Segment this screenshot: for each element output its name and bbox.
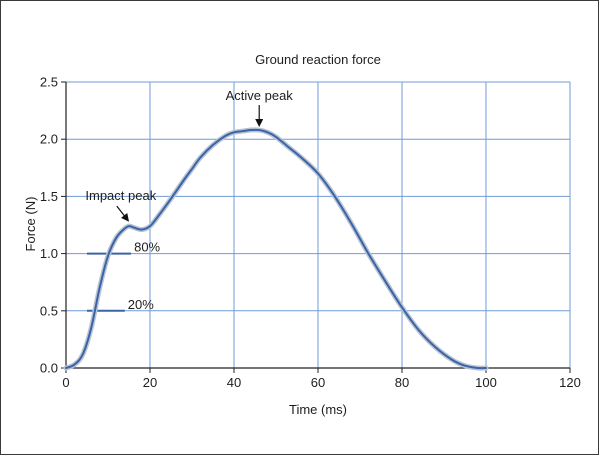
x-tick-label-40: 40 [227,375,241,390]
annotations: Active peak Impact peak [85,88,294,222]
chart-title: Ground reaction force [255,52,381,67]
x-axis-label: Time (ms) [289,402,347,417]
series-line [65,128,487,370]
y-tick-label-1.0: 1.0 [40,246,58,261]
threshold-markers: 80% 20% [87,240,161,312]
impact-peak-arrow [116,205,130,222]
y-tick-label-0.0: 0.0 [40,361,58,376]
marker-label-80pct: 80% [134,240,160,255]
x-tick-label-80: 80 [395,375,409,390]
series-line-shadow [63,127,489,371]
y-tick-label-1.5: 1.5 [40,189,58,204]
grid [66,81,571,368]
impact-peak-label: Impact peak [85,188,156,203]
y-tick-label-2.5: 2.5 [40,75,58,90]
x-tick-label-0: 0 [62,375,69,390]
x-tick-label-100: 100 [475,375,497,390]
marker-label-20pct: 20% [128,297,154,312]
y-axis-label: Force (N) [23,197,38,252]
y-tick-label-0.5: 0.5 [40,303,58,318]
y-tick-labels: 0.0 0.5 1.0 1.5 2.0 2.5 [40,75,58,376]
x-tick-label-120: 120 [559,375,581,390]
y-tick-label-2.0: 2.0 [40,132,58,147]
active-peak-label: Active peak [226,88,294,103]
x-tick-label-60: 60 [311,375,325,390]
x-tick-label-20: 20 [143,375,157,390]
x-tick-labels: 0 20 40 60 80 100 120 [62,375,580,390]
